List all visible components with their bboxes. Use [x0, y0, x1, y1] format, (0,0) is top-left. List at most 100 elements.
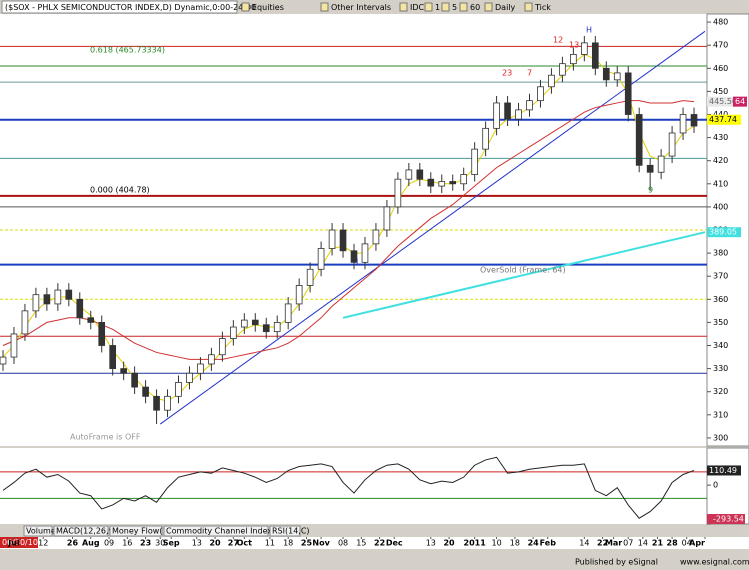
- toolbar-button[interactable]: Tick: [534, 3, 551, 12]
- indicator-tab[interactable]: [109, 525, 163, 537]
- indicator-tab[interactable]: [53, 525, 109, 537]
- marker-label: 64: [735, 97, 745, 106]
- y-tick-label: 300: [713, 433, 728, 442]
- candle-body: [690, 114, 698, 127]
- toolbar-icon[interactable]: [241, 2, 250, 12]
- toolbar-icon[interactable]: [424, 2, 433, 12]
- indicator-tab-label[interactable]: MACD(12,26,9,C): [56, 527, 125, 536]
- candle-body: [273, 322, 281, 333]
- candle-body: [624, 72, 632, 115]
- x-tick-label: 18: [283, 539, 293, 548]
- indicator-tab-label[interactable]: Money Flow(14): [112, 527, 176, 536]
- candle-body: [361, 243, 369, 263]
- footer-text: Published by eSignal: [575, 558, 658, 567]
- candle-body: [219, 338, 226, 356]
- x-tick-label: Sep: [163, 539, 180, 548]
- toolbar-button[interactable]: 60: [470, 3, 480, 12]
- cci-value: 110.49: [709, 466, 737, 475]
- x-tick-label: 20: [209, 539, 221, 548]
- y-tick-label: 340: [713, 341, 728, 350]
- candle-body: [0, 356, 7, 365]
- toolbar-button[interactable]: 5: [452, 3, 457, 12]
- trend-value: 389.05: [709, 228, 737, 237]
- x-tick-label: 2011: [464, 539, 487, 548]
- chart-title: ($SOX - PHLX SEMICONDUCTOR INDEX,D) Dyna…: [5, 3, 256, 12]
- candle-body: [427, 178, 435, 187]
- candle-body: [262, 324, 270, 333]
- x-tick-label: Dec: [386, 539, 403, 548]
- y-tick-label: 450: [713, 87, 728, 96]
- footer-link[interactable]: www.esignal.com: [680, 558, 749, 567]
- y-tick-label: 420: [713, 156, 728, 165]
- x-tick-label: 23: [140, 539, 151, 548]
- candle-body: [449, 181, 457, 185]
- candle-body: [548, 74, 555, 88]
- candle-body: [120, 368, 127, 374]
- candle-body: [438, 181, 446, 187]
- toolbar-icon[interactable]: [459, 2, 468, 12]
- candle-body: [295, 285, 303, 305]
- level-value-box: [707, 114, 741, 125]
- x-tick-label: 15: [356, 539, 366, 548]
- trend-value-box: [707, 227, 741, 238]
- x-tick-label: 20: [443, 539, 455, 548]
- x-tick-label: 22: [597, 539, 608, 548]
- toolbar-button[interactable]: Daily: [495, 3, 516, 12]
- x-tick-label: 12: [38, 539, 48, 548]
- y-tick-label: 480: [713, 18, 728, 27]
- moving-average: [2, 100, 695, 360]
- annotation: 0.000 (404.78): [90, 186, 150, 195]
- toolbar-icon[interactable]: [320, 2, 329, 12]
- x-tick-label: Oct: [237, 539, 253, 548]
- candle-body: [405, 169, 413, 180]
- x-tick-label: 27: [228, 539, 239, 548]
- candle-body: [10, 333, 18, 358]
- candle-body: [251, 319, 259, 326]
- toolbar-icon[interactable]: [441, 2, 450, 12]
- annotation: 0.618 (465.73334): [90, 46, 165, 55]
- toolbar-button[interactable]: Equities: [252, 3, 284, 12]
- x-tick-label: Mar: [605, 539, 622, 548]
- toolbar-button[interactable]: 1: [435, 3, 440, 12]
- indicator-tab-label[interactable]: RSI(14,C): [272, 527, 310, 536]
- annotation: L: [356, 258, 361, 267]
- x-tick-label: 10: [492, 539, 502, 548]
- candle-body: [635, 114, 643, 166]
- annotation: 12: [553, 36, 563, 45]
- indicator-tab[interactable]: [23, 525, 53, 537]
- indicator-tab-label[interactable]: Commodity Channel Index(23,C): [166, 527, 297, 536]
- cci-line: [2, 456, 695, 519]
- candle-body: [394, 178, 402, 208]
- candle-body: [131, 372, 138, 388]
- toolbar-icon[interactable]: [484, 2, 493, 12]
- candle-body: [230, 326, 237, 339]
- indicator-tab[interactable]: [269, 525, 301, 537]
- x-tick-label: 18: [510, 539, 520, 548]
- y-tick-label: 330: [713, 364, 728, 373]
- toolbar-icon[interactable]: [399, 2, 408, 12]
- toolbar-button[interactable]: IDC: [410, 3, 425, 12]
- y-tick-label: 310: [713, 410, 728, 419]
- annotation: AutoFrame is OFF: [70, 433, 141, 442]
- x-tick-label: 26: [67, 539, 79, 548]
- toolbar-icon[interactable]: [524, 2, 533, 12]
- indicator-tab-label[interactable]: Volume: [26, 527, 56, 536]
- symbol-box[interactable]: [1, 0, 238, 14]
- candle-body: [504, 102, 511, 120]
- marker-box: [733, 96, 747, 107]
- annotation: H: [586, 26, 592, 35]
- trendline: [342, 231, 706, 319]
- cci-tick-box: [707, 514, 745, 524]
- level-value: 437.74: [709, 115, 737, 124]
- candle-body: [581, 42, 588, 55]
- toolbar-button[interactable]: Other Intervals: [331, 3, 391, 12]
- x-tick-label: 21: [652, 539, 664, 548]
- x-tick-label: 24: [528, 539, 540, 548]
- x-tick-label: 04: [682, 539, 692, 548]
- x-tick-label: Jul: [7, 539, 20, 548]
- candle-body: [383, 206, 391, 231]
- candle-body: [208, 354, 215, 365]
- indicator-tab[interactable]: [163, 525, 269, 537]
- x-tick-label: 13: [192, 539, 202, 548]
